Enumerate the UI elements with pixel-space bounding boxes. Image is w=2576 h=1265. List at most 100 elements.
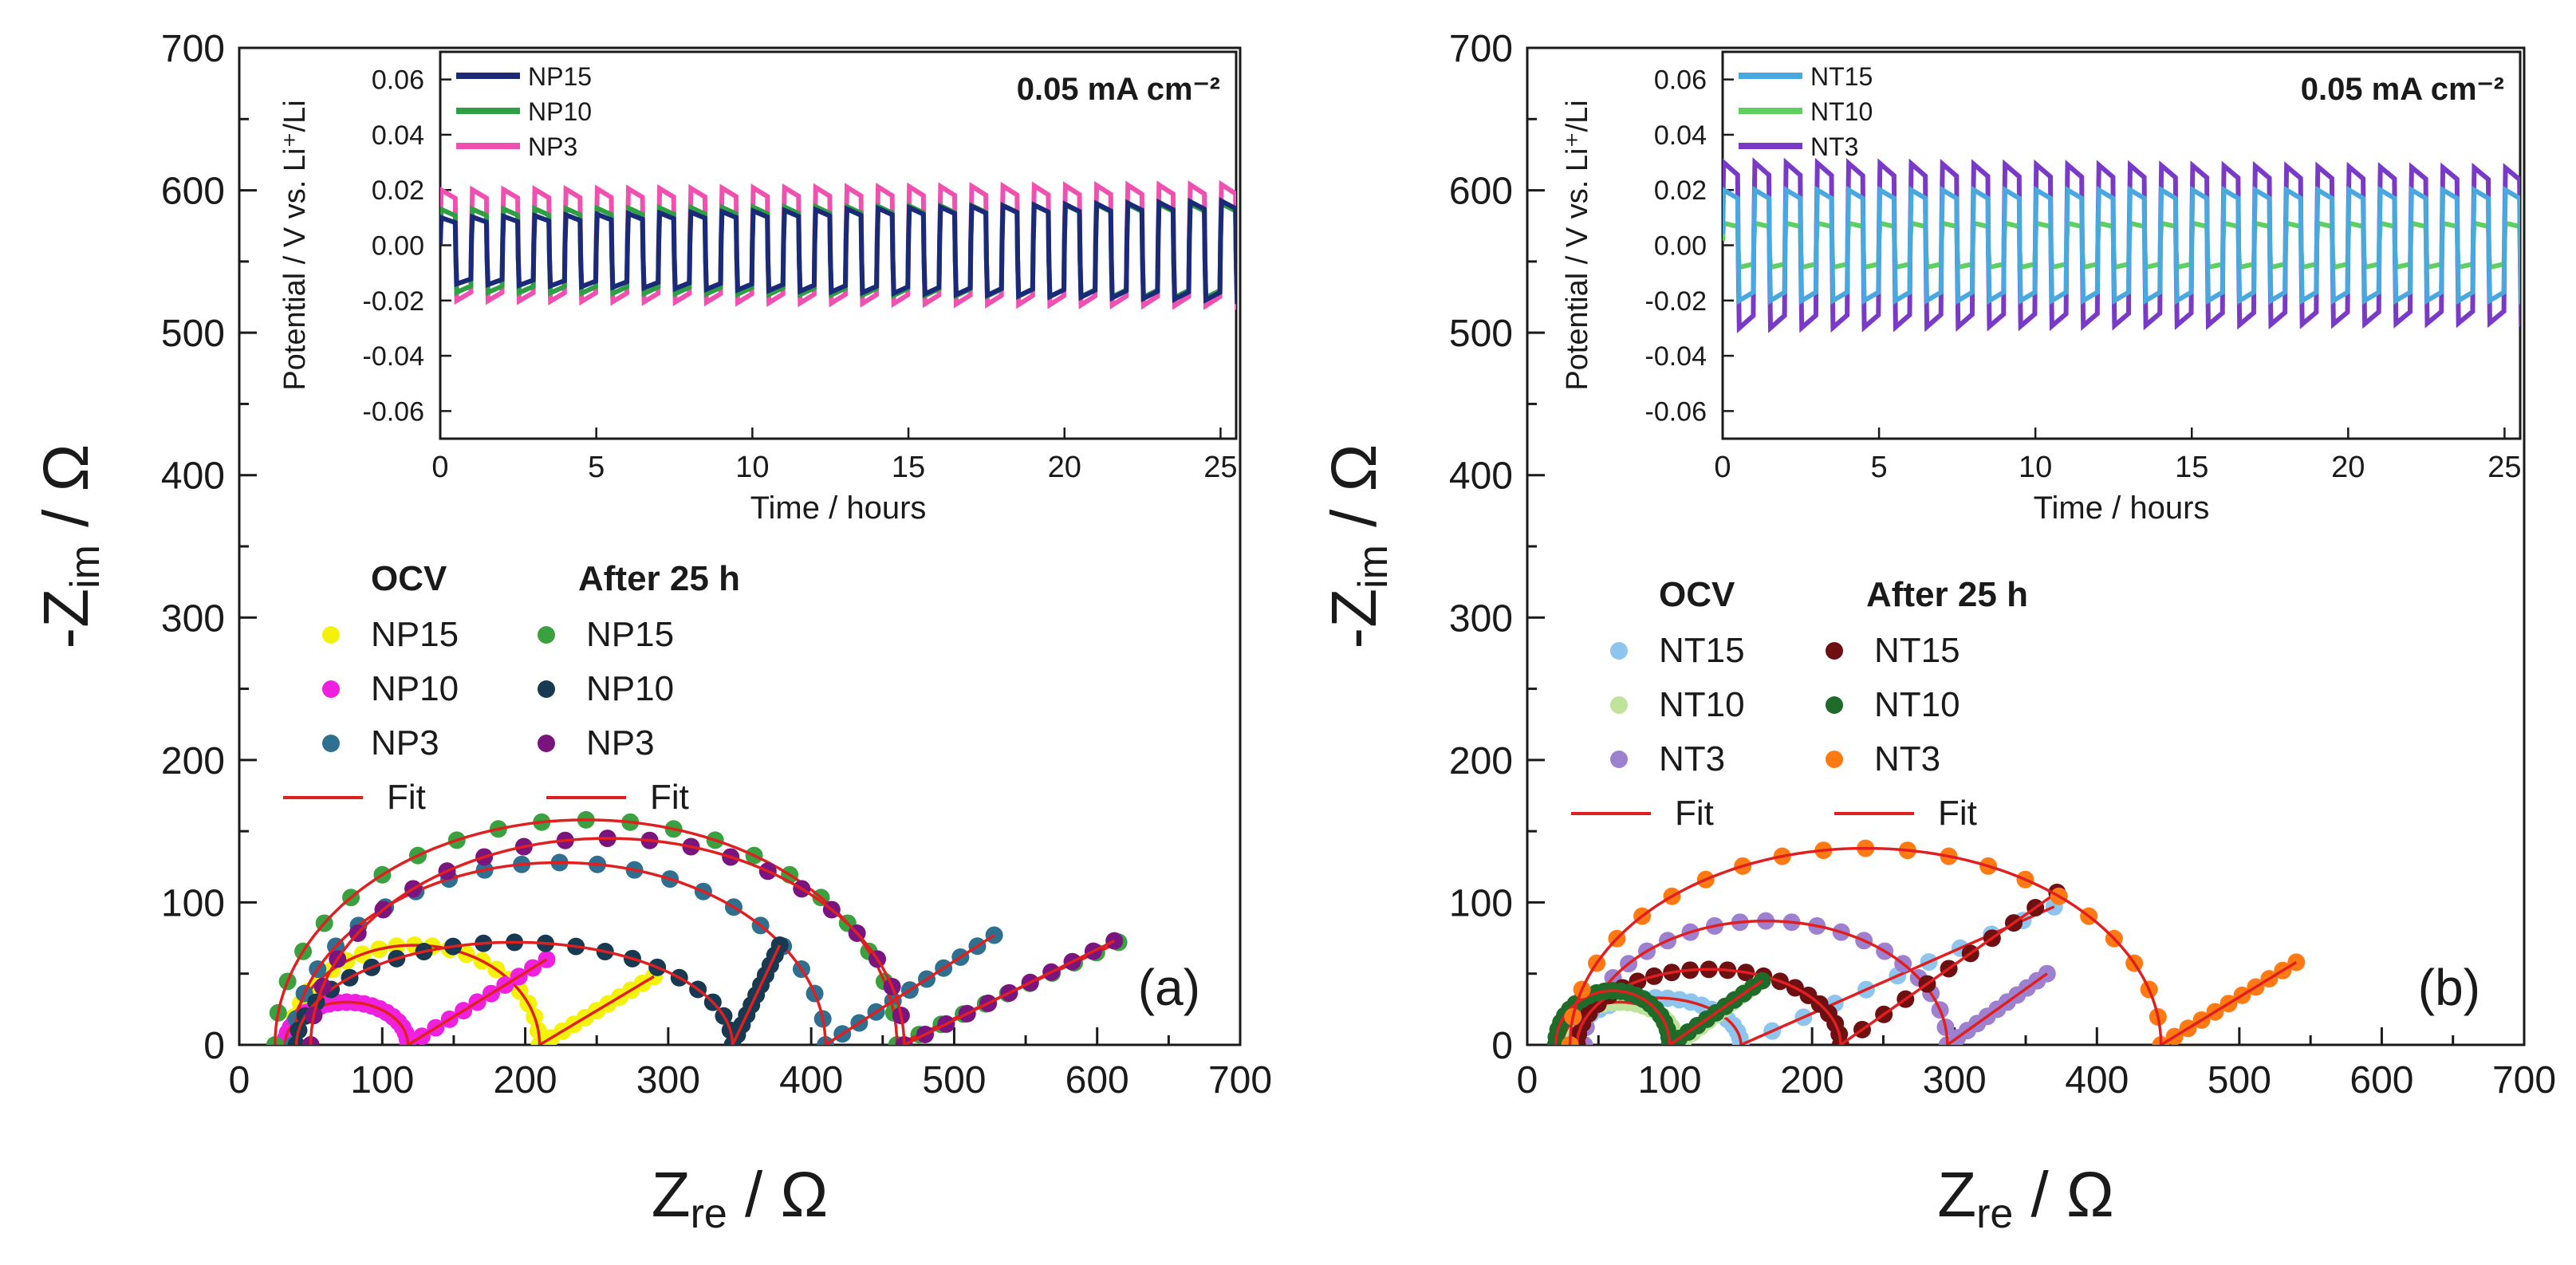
y-axis-title-sub: im bbox=[62, 545, 108, 589]
inset-x-tick-label: 5 bbox=[1871, 451, 1888, 484]
x-axis-title-unit: / Ω bbox=[2013, 1159, 2113, 1230]
inset-frame bbox=[1721, 50, 2522, 440]
inset-x-tick-label: 5 bbox=[588, 451, 605, 484]
inset-x-tick-label: 25 bbox=[2487, 451, 2521, 484]
inset-y-tick-label: 0.06 bbox=[1654, 65, 1707, 96]
y-tick-label: 700 bbox=[1449, 28, 1513, 70]
data-point bbox=[1753, 971, 1771, 990]
x-tick-label: 400 bbox=[779, 1059, 843, 1101]
x-tick-label: 700 bbox=[2492, 1059, 2556, 1101]
inset-y-tick-label: -0.04 bbox=[1645, 341, 1707, 372]
inset-x-tick-label: 0 bbox=[1714, 451, 1731, 484]
inset-legend-label: NP3 bbox=[528, 132, 577, 161]
series-nt3-after-25-h- bbox=[1561, 839, 2306, 1045]
data-point bbox=[985, 926, 1003, 944]
x-tick-label: 600 bbox=[2350, 1059, 2413, 1101]
inset-x-tick-label: 15 bbox=[892, 451, 925, 484]
legend-fit-label: Fit bbox=[387, 778, 426, 817]
panel-label: (b) bbox=[2418, 959, 2480, 1016]
y-axis-title-unit: / Ω bbox=[1318, 444, 1389, 545]
legend-title-after: After 25 h bbox=[1866, 575, 2028, 614]
inset-legend-label: NT15 bbox=[1810, 62, 1873, 91]
legend-marker bbox=[1826, 696, 1843, 714]
y-axis-title: -Zim / Ω bbox=[30, 444, 108, 649]
legend-title-ocv: OCV bbox=[1659, 575, 1735, 614]
inset-legend-label: NP10 bbox=[528, 97, 592, 126]
legend-marker bbox=[538, 626, 555, 644]
legend-marker bbox=[1826, 642, 1843, 660]
y-axis-title-main: -Z bbox=[30, 589, 101, 649]
x-tick-label: 200 bbox=[1780, 1059, 1844, 1101]
inset-y-tick-label: -0.02 bbox=[1645, 286, 1707, 317]
y-axis-title-sub: im bbox=[1350, 545, 1396, 589]
legend-fit-label: Fit bbox=[1938, 794, 1977, 833]
inset-annotation: 0.05 mA cm⁻² bbox=[1017, 72, 1220, 107]
legend-label: NP3 bbox=[371, 723, 439, 763]
fit-line bbox=[288, 944, 655, 1045]
inset-y-tick-label: -0.02 bbox=[363, 286, 425, 317]
inset-legend-label: NP15 bbox=[528, 62, 592, 91]
inset-x-axis-title: Time / hours bbox=[750, 491, 927, 526]
inset-traces bbox=[440, 179, 1236, 311]
x-axis-title: Zre / Ω bbox=[652, 1159, 829, 1237]
data-point bbox=[1105, 932, 1124, 950]
y-tick-label: 500 bbox=[1449, 313, 1513, 355]
legend-label: NP3 bbox=[586, 723, 655, 763]
data-layer bbox=[266, 810, 1128, 1045]
fit-line bbox=[294, 940, 782, 1045]
inset-legend-label: NT10 bbox=[1810, 97, 1873, 126]
inset-x-tick-label: 10 bbox=[2019, 451, 2052, 484]
legend-marker bbox=[322, 735, 340, 752]
inset-y-tick-label: 0.04 bbox=[372, 120, 424, 151]
y-tick-label: 600 bbox=[1449, 171, 1513, 213]
inset-y-tick-label: 0.02 bbox=[1654, 175, 1707, 206]
legend-label: NT10 bbox=[1659, 685, 1745, 724]
legend-label: NT15 bbox=[1874, 631, 1960, 670]
legend-marker bbox=[1826, 751, 1843, 768]
legend-marker bbox=[1610, 696, 1628, 714]
y-tick-label: 600 bbox=[161, 171, 225, 213]
x-axis-title-sub: re bbox=[1976, 1191, 2013, 1237]
inset-y-tick-label: 0.00 bbox=[372, 231, 424, 262]
legend: OCV After 25 h NT15 NT10 NT3 NT15 NT10 NT3 Fit Fi… bbox=[1571, 575, 2028, 833]
y-tick-label: 0 bbox=[1491, 1025, 1513, 1067]
y-tick-label: 100 bbox=[1449, 882, 1513, 924]
x-tick-label: 100 bbox=[1638, 1059, 1702, 1101]
inset-chart: 0 5 10 15 20 25 -0.06 -0.04 -0.02 0.00 0.02 0.04 0.0… bbox=[278, 50, 1238, 526]
x-tick-label: 300 bbox=[636, 1059, 700, 1101]
y-tick-label: 100 bbox=[161, 882, 225, 924]
x-tick-label: 200 bbox=[494, 1059, 557, 1101]
legend-label: NT3 bbox=[1659, 739, 1725, 778]
inset-x-tick-label: 25 bbox=[1203, 451, 1237, 484]
series-np3-after-25-h- bbox=[301, 830, 1124, 1045]
x-axis-title-sub: re bbox=[691, 1191, 727, 1237]
inset-trace-np15 bbox=[440, 197, 1236, 305]
y-tick-label: 700 bbox=[161, 28, 225, 70]
inset-y-tick-label: -0.06 bbox=[1645, 396, 1707, 427]
legend-marker bbox=[322, 626, 340, 644]
x-tick-label: 500 bbox=[2208, 1059, 2271, 1101]
legend: OCV After 25 h NP15 NP10 NP3 NP15 NP10 NP3 Fit Fi… bbox=[283, 559, 740, 817]
inset-x-tick-label: 20 bbox=[2331, 451, 2365, 484]
x-tick-label: 300 bbox=[1923, 1059, 1987, 1101]
x-tick-label: 100 bbox=[350, 1059, 414, 1101]
x-tick-label: 0 bbox=[229, 1059, 250, 1101]
inset-y-tick-label: -0.06 bbox=[363, 396, 425, 427]
inset-x-tick-label: 0 bbox=[431, 451, 448, 484]
inset-x-tick-label: 15 bbox=[2175, 451, 2208, 484]
legend-fit-label: Fit bbox=[1675, 794, 1714, 833]
fit-line bbox=[292, 861, 995, 1045]
x-tick-label: 400 bbox=[2065, 1059, 2129, 1101]
inset-y-tick-label: -0.04 bbox=[363, 341, 425, 372]
legend-marker bbox=[538, 735, 555, 752]
fit-line bbox=[1582, 919, 2048, 1045]
fit-line bbox=[1554, 979, 1763, 1045]
legend-label: NP15 bbox=[586, 615, 674, 654]
x-tick-label: 0 bbox=[1517, 1059, 1538, 1101]
inset-y-tick-label: 0.06 bbox=[372, 65, 424, 96]
inset-x-tick-label: 20 bbox=[1048, 451, 1081, 484]
inset-y-tick-label: 0.02 bbox=[372, 175, 424, 206]
legend-label: NT3 bbox=[1874, 739, 1940, 778]
y-axis-title-main: -Z bbox=[1318, 589, 1389, 649]
